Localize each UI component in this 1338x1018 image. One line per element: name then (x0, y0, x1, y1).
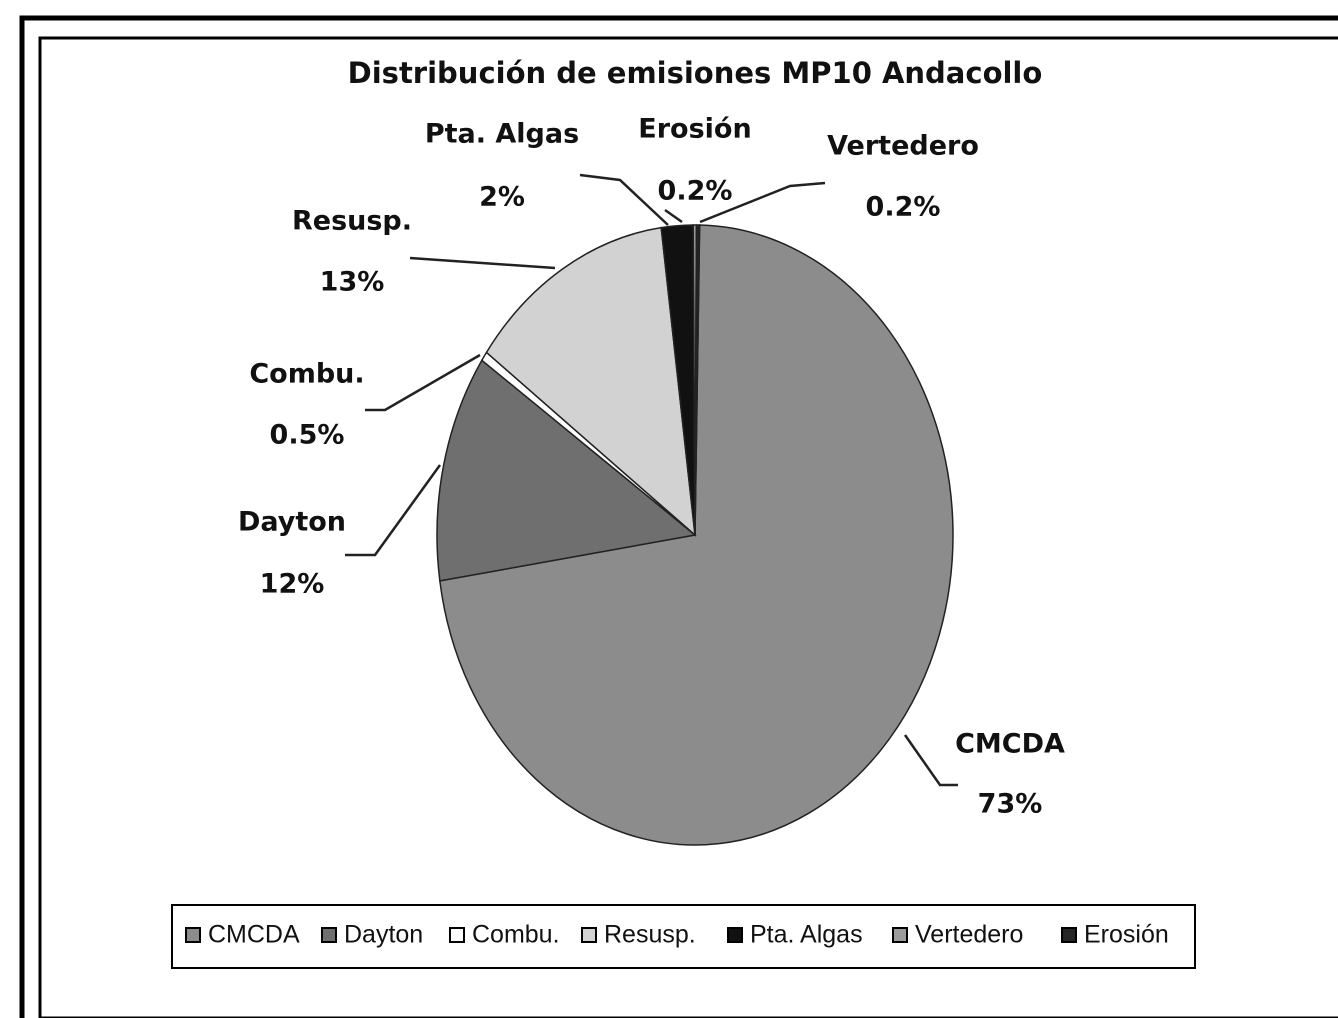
leader-line (699, 181, 826, 224)
slice-label: Dayton (238, 507, 346, 538)
leader-line (365, 353, 481, 412)
slice-value-label: 12% (260, 569, 325, 600)
slice-label: Resusp. (292, 206, 412, 237)
legend-box (171, 904, 1196, 969)
legend-label: Combu. (472, 921, 560, 949)
legend-swatch (321, 927, 337, 943)
inner-frame (38, 36, 1338, 1018)
slice-label: Vertedero (827, 131, 979, 162)
slice-label: Erosión (638, 114, 751, 145)
legend-swatch (892, 927, 908, 943)
pie-slice (436, 359, 697, 582)
leader-lines (345, 173, 958, 787)
legend-swatch (185, 927, 201, 943)
slice-label: Combu. (249, 359, 364, 390)
slice-value-label: 0.5% (270, 420, 345, 451)
outer-frame (19, 15, 1338, 1018)
legend-label: Erosión (1084, 921, 1169, 949)
legend-swatch (449, 927, 465, 943)
legend-label: Vertedero (915, 921, 1023, 949)
pie-slice (439, 224, 954, 846)
slice-value-label: 0.2% (866, 192, 941, 223)
leader-line (345, 464, 442, 557)
slice-value-label: 0.2% (658, 176, 733, 207)
legend-label: CMCDA (208, 921, 300, 949)
legend-label: Pta. Algas (750, 921, 863, 949)
leader-line (664, 208, 683, 224)
pie-slice (485, 226, 696, 537)
leader-line (409, 256, 556, 270)
slice-value-label: 2% (479, 182, 525, 213)
slice-label: Pta. Algas (425, 119, 579, 150)
legend-swatch (581, 927, 597, 943)
legend-swatch (727, 927, 743, 943)
slice-value-label: 13% (320, 267, 385, 298)
slice-value-label: 73% (978, 789, 1043, 820)
legend-label: Resusp. (604, 921, 696, 949)
slice-label: CMCDA (955, 729, 1065, 760)
legend-label: Dayton (344, 921, 423, 949)
leader-line (903, 734, 958, 787)
chart-title: Distribución de emisiones MP10 Andacollo (348, 56, 1043, 90)
leader-line (579, 173, 669, 226)
pie-slice (694, 224, 701, 536)
legend-swatch (1061, 927, 1077, 943)
